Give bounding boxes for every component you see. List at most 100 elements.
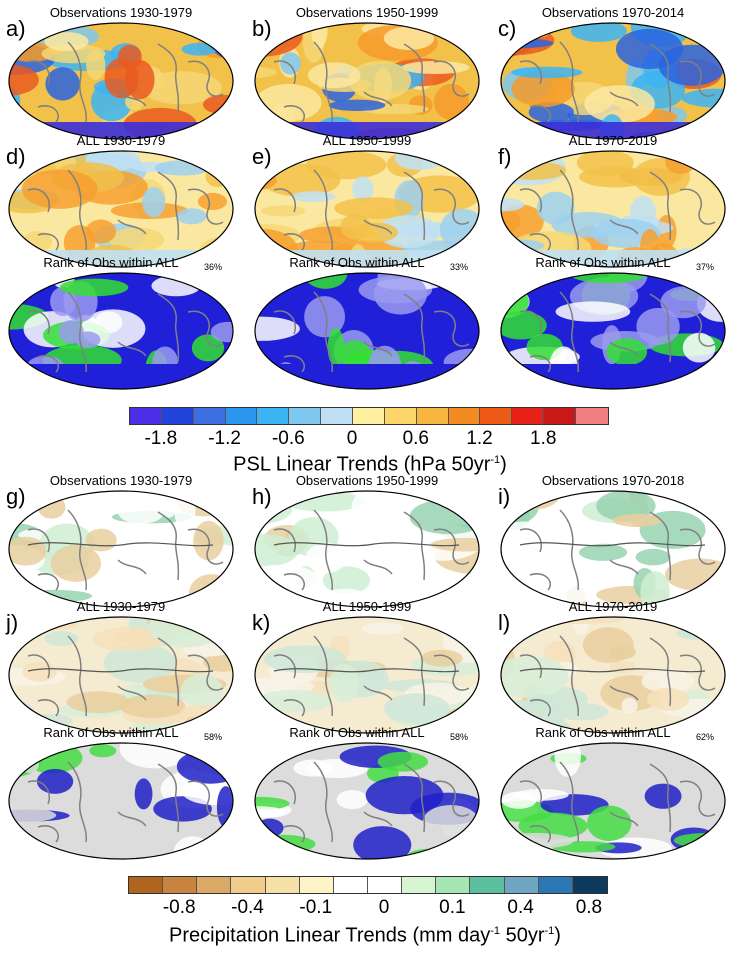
rank-percentage: 36%	[204, 262, 223, 272]
colorbar-swatch	[470, 877, 505, 893]
pr-model-map-0	[8, 616, 234, 734]
panel-title: Observations 1970-2014	[541, 5, 685, 20]
panel-title: ALL 1930-1979	[76, 599, 166, 614]
colorbar-swatch	[163, 877, 198, 893]
colorbar-tick-label: -0.1	[299, 897, 333, 918]
colorbar-swatch	[572, 877, 607, 893]
psl-colorbar	[129, 407, 609, 425]
colorbar-tick-label: 1.8	[530, 428, 557, 449]
panel-label: i)	[498, 484, 511, 509]
panel-title: Observations 1970-2018	[541, 473, 685, 488]
pr-rank-map-2	[500, 742, 726, 860]
psl-rank-map-1	[254, 272, 480, 390]
colorbar-swatch	[299, 877, 334, 893]
panel-label: h)	[252, 484, 272, 509]
colorbar-swatch	[448, 408, 481, 424]
panel-title: Rank of Obs within ALL	[289, 255, 425, 270]
psl-obs-map-0	[8, 22, 234, 140]
rank-percentage: 58%	[450, 732, 469, 742]
colorbar-swatch	[257, 408, 290, 424]
colorbar-tick-label: 0.6	[402, 428, 429, 449]
panel-title: Rank of Obs within ALL	[43, 255, 179, 270]
psl-model-map-0	[8, 150, 234, 268]
colorbar-tick-label: 0.4	[507, 897, 534, 918]
pr-rank-map-1	[254, 742, 480, 860]
panel-label: l)	[498, 610, 511, 635]
colorbar-swatch	[512, 408, 545, 424]
colorbar-swatch	[333, 877, 368, 893]
pr-obs-map-1	[254, 490, 480, 608]
colorbar-swatch	[193, 408, 226, 424]
colorbar-swatch	[544, 408, 577, 424]
colorbar-tick-label: -0.4	[231, 897, 264, 918]
psl-model-map-1	[254, 150, 480, 268]
colorbar-swatch	[231, 877, 266, 893]
colorbar-tick-label: 0.8	[575, 897, 603, 918]
colorbar-swatch	[576, 408, 608, 424]
colorbar-tick-label: 1.2	[466, 428, 493, 449]
colorbar-swatch	[504, 877, 539, 893]
colorbar-swatch	[321, 408, 354, 424]
colorbar-swatch	[480, 408, 513, 424]
colorbar-tick-label: 0	[378, 897, 390, 918]
psl-obs-map-2	[500, 22, 726, 140]
pr-obs-map-0	[8, 490, 234, 608]
colorbar-tick-label: -0.6	[271, 428, 305, 449]
rank-percentage: 58%	[204, 732, 223, 742]
psl-rank-map-0	[8, 272, 234, 390]
panel-label: j)	[6, 610, 19, 635]
rank-percentage: 33%	[450, 262, 469, 272]
pr-model-map-1	[254, 616, 480, 734]
panel-title: Rank of Obs within ALL	[535, 255, 671, 270]
colorbar-tick-label: 0.1	[439, 897, 466, 918]
colorbar-tick-label: 0	[346, 428, 358, 449]
panel-title: Rank of Obs within ALL	[43, 725, 179, 740]
colorbar-swatch	[265, 877, 300, 893]
colorbar-swatch	[161, 408, 194, 424]
pr-rank-map-0	[8, 742, 234, 860]
panel-title: ALL 1950-1999	[322, 133, 412, 148]
colorbar-swatch	[197, 877, 232, 893]
panel-title: Rank of Obs within ALL	[535, 725, 671, 740]
panel-title: Observations 1930-1979	[49, 473, 193, 488]
panel-title: Observations 1950-1999	[295, 5, 439, 20]
panel-label: a)	[6, 16, 26, 41]
colorbar-swatch	[367, 877, 403, 893]
rank-percentage: 62%	[696, 732, 715, 742]
colorbar-swatch	[130, 408, 162, 424]
colorbar-swatch	[416, 408, 449, 424]
panel-label: g)	[6, 484, 26, 509]
panel-label: c)	[498, 16, 517, 41]
psl-model-map-2	[500, 150, 726, 268]
panel-title: ALL 1970-2019	[568, 133, 658, 148]
pr-model-map-2	[500, 616, 726, 734]
panel-title: ALL 1930-1979	[76, 133, 166, 148]
psl-colorbar-title: PSL Linear Trends (hPa 50yr-1)	[233, 453, 507, 476]
precip-colorbar	[128, 876, 608, 894]
panel-label: e)	[252, 144, 272, 169]
colorbar-swatch	[289, 408, 322, 424]
panel-title: Observations 1930-1979	[49, 5, 193, 20]
panel-label: d)	[6, 144, 26, 169]
colorbar-swatch	[353, 408, 385, 424]
panel-title: Observations 1950-1999	[295, 473, 439, 488]
colorbar-tick-label: -1.2	[208, 428, 241, 449]
colorbar-tick-label: -1.8	[144, 428, 178, 449]
colorbar-swatch	[129, 877, 164, 893]
panel-label: f)	[498, 144, 512, 169]
psl-obs-map-1	[254, 22, 480, 140]
panel-title: ALL 1950-1999	[322, 599, 412, 614]
panel-label: k)	[252, 610, 271, 635]
colorbar-swatch	[225, 408, 258, 424]
colorbar-swatch	[384, 408, 417, 424]
colorbar-swatch	[436, 877, 471, 893]
colorbar-swatch	[402, 877, 437, 893]
panel-title: ALL 1970-2019	[568, 599, 658, 614]
precip-colorbar-title: Precipitation Linear Trends (mm day-1 50…	[169, 924, 561, 947]
rank-percentage: 37%	[696, 262, 715, 272]
colorbar-swatch	[538, 877, 573, 893]
colorbar-tick-label: -0.8	[162, 897, 196, 918]
pr-obs-map-2	[500, 490, 726, 608]
psl-rank-map-2	[500, 272, 726, 390]
panel-title: Rank of Obs within ALL	[289, 725, 425, 740]
